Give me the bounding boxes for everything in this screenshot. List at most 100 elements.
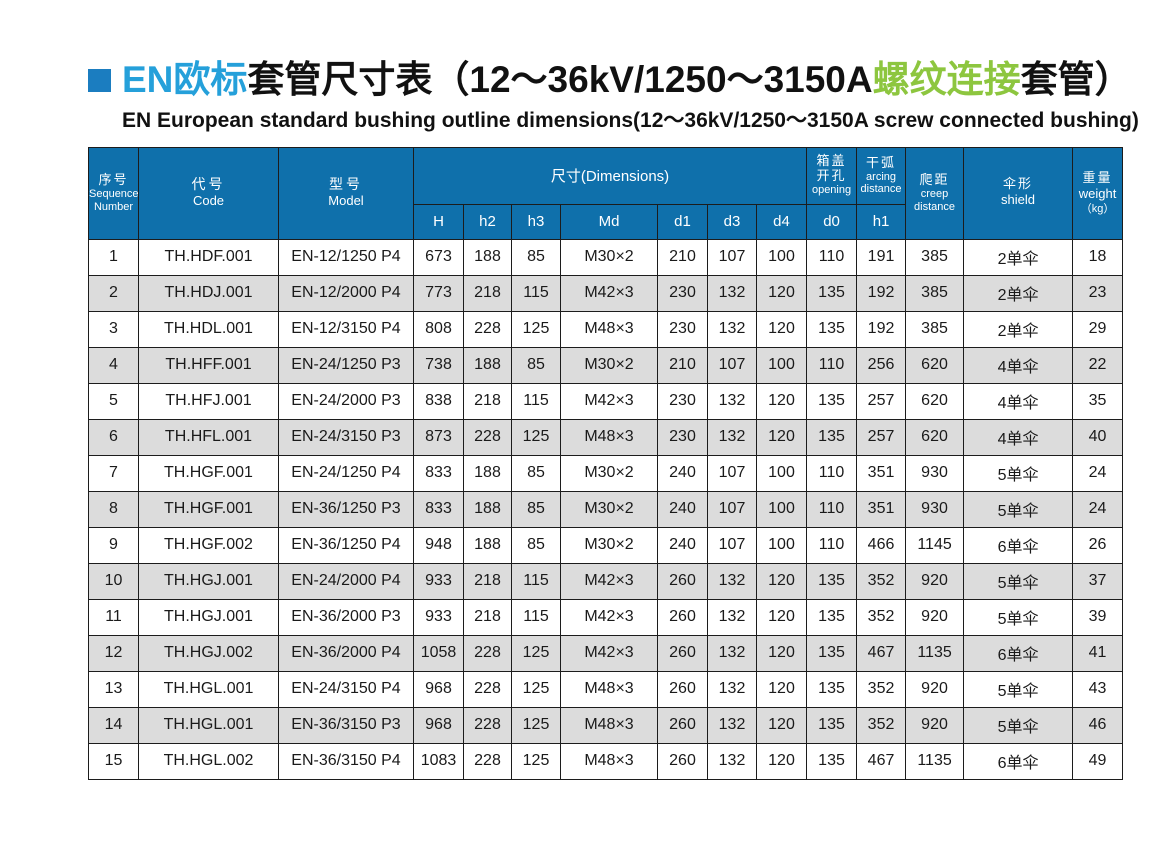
cell-shield: 5单伞: [963, 598, 1074, 636]
cell-d1: 210: [657, 346, 708, 384]
cell-d3: 107: [707, 346, 757, 384]
cell-d0: 110: [806, 526, 858, 564]
cell-seq: 9: [88, 526, 139, 564]
table-row: 6 TH.HFL.001 EN-24/3150 P3 873 228 125 M48×3 23…: [88, 418, 1124, 456]
cell-creep: 385: [905, 274, 965, 312]
cell-h3: 125: [511, 418, 561, 456]
cell-d1: 230: [657, 418, 708, 456]
cell-h2: 228: [463, 634, 512, 672]
title-part-black1: 套管尺寸表（12～36kV/1250～3150A: [247, 59, 873, 100]
cell-Md: M48×3: [560, 742, 658, 780]
cell-h3: 125: [511, 634, 561, 672]
cell-d3: 132: [707, 310, 757, 348]
cell-shield: 6单伞: [963, 526, 1074, 564]
cell-h1: 257: [856, 418, 907, 456]
cell-h1: 257: [856, 382, 907, 420]
col-header-sequence-en2: Number: [93, 200, 134, 213]
cell-seq: 5: [88, 382, 139, 420]
cell-d0: 135: [806, 598, 858, 636]
cell-h3: 85: [511, 454, 561, 492]
cell-code: TH.HGJ.001: [138, 562, 279, 600]
cell-d3: 107: [707, 490, 757, 528]
table-row: 2 TH.HDJ.001 EN-12/2000 P4 773 218 115 M42×3 23…: [88, 274, 1124, 312]
cell-d4: 120: [755, 598, 808, 636]
cell-seq: 6: [88, 418, 139, 456]
cell-d3: 107: [707, 454, 757, 492]
cell-h3: 115: [511, 274, 561, 312]
cell-Md: M30×2: [560, 346, 658, 384]
col-header-sequence-en1: Sequence: [89, 188, 139, 201]
cell-h3: 125: [511, 670, 561, 708]
cell-Md: M30×2: [560, 490, 658, 528]
col-header-shield-en: shield: [1001, 192, 1036, 208]
cell-d1: 260: [657, 742, 708, 780]
cell-d4: 100: [755, 238, 808, 276]
cell-model: EN-24/2000 P4: [278, 562, 414, 600]
cell-d0: 135: [806, 418, 858, 456]
col-header-sequence-zh: 序号: [98, 172, 129, 188]
content-area: EN欧标套管尺寸表（12～36kV/1250～3150A螺纹连接套管） EN E…: [88, 59, 1139, 780]
col-header-opening-group: 箱盖 开孔 opening: [806, 146, 858, 205]
table-row: 9 TH.HGF.002 EN-36/1250 P4 948 188 85 M30×2 240…: [88, 526, 1124, 564]
cell-weight: 39: [1072, 598, 1124, 636]
cell-H: 833: [413, 490, 464, 528]
cell-d4: 120: [755, 310, 808, 348]
table-row: 4 TH.HFF.001 EN-24/1250 P3 738 188 85 M30×2 210…: [88, 346, 1124, 384]
table-row: 5 TH.HFJ.001 EN-24/2000 P3 838 218 115 M42×3 23…: [88, 382, 1124, 420]
cell-model: EN-24/1250 P3: [278, 346, 414, 384]
page-subtitle: EN European standard bushing outline dim…: [122, 108, 1139, 132]
cell-code: TH.HFL.001: [138, 418, 279, 456]
cell-creep: 920: [905, 598, 965, 636]
cell-model: EN-12/1250 P4: [278, 238, 414, 276]
cell-shield: 2单伞: [963, 310, 1074, 348]
col-header-code: 代号 Code: [138, 146, 279, 240]
cell-H: 1058: [413, 634, 464, 672]
cell-weight: 49: [1072, 742, 1124, 780]
cell-d3: 132: [707, 706, 757, 744]
table-body: 1 TH.HDF.001 EN-12/1250 P4 673 188 85 M30×2 210…: [88, 238, 1124, 780]
cell-h3: 85: [511, 490, 561, 528]
col-header-creep: 爬距 creep distance: [905, 146, 965, 240]
cell-shield: 4单伞: [963, 382, 1074, 420]
cell-d1: 230: [657, 382, 708, 420]
cell-d1: 240: [657, 526, 708, 564]
cell-h3: 85: [511, 526, 561, 564]
cell-d0: 135: [806, 742, 858, 780]
sub-header-d1: d1: [657, 203, 708, 240]
title-part-blue: EN欧标: [122, 59, 248, 100]
table-row: 3 TH.HDL.001 EN-12/3150 P4 808 228 125 M48×3 23…: [88, 310, 1124, 348]
cell-creep: 930: [905, 490, 965, 528]
cell-model: EN-12/3150 P4: [278, 310, 414, 348]
cell-H: 738: [413, 346, 464, 384]
cell-seq: 13: [88, 670, 139, 708]
cell-code: TH.HGL.002: [138, 742, 279, 780]
cell-shield: 6单伞: [963, 634, 1074, 672]
cell-h1: 351: [856, 490, 907, 528]
cell-d4: 120: [755, 634, 808, 672]
cell-d0: 135: [806, 634, 858, 672]
cell-h3: 125: [511, 742, 561, 780]
cell-h2: 218: [463, 274, 512, 312]
cell-model: EN-36/3150 P3: [278, 706, 414, 744]
col-header-model-en: Model: [328, 193, 364, 209]
cell-h2: 188: [463, 454, 512, 492]
cell-d4: 120: [755, 274, 808, 312]
cell-d3: 132: [707, 742, 757, 780]
cell-H: 873: [413, 418, 464, 456]
cell-code: TH.HGF.002: [138, 526, 279, 564]
cell-h3: 125: [511, 706, 561, 744]
col-header-shield-zh: 伞形: [1003, 176, 1034, 192]
cell-H: 968: [413, 670, 464, 708]
cell-H: 838: [413, 382, 464, 420]
sub-header-H: H: [413, 203, 464, 240]
cell-seq: 12: [88, 634, 139, 672]
cell-shield: 5单伞: [963, 562, 1074, 600]
cell-shield: 6单伞: [963, 742, 1074, 780]
section-bullet-icon: [88, 68, 111, 92]
cell-model: EN-36/2000 P3: [278, 598, 414, 636]
cell-d0: 135: [806, 706, 858, 744]
cell-weight: 26: [1072, 526, 1124, 564]
cell-h3: 115: [511, 562, 561, 600]
sub-header-d3: d3: [707, 203, 757, 240]
cell-code: TH.HGJ.001: [138, 598, 279, 636]
